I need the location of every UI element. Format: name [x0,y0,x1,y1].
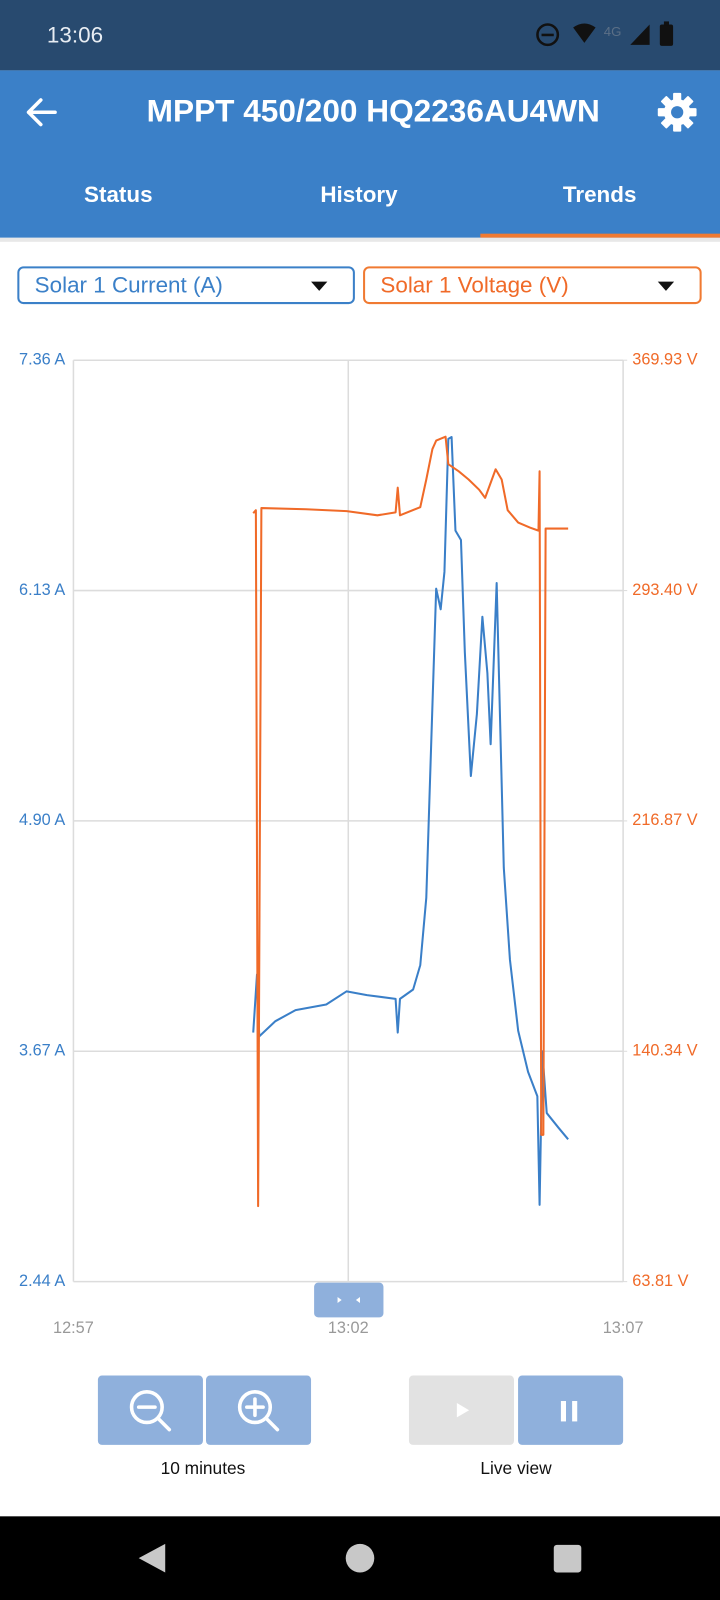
y-tick-label: 3.67 A [19,1042,65,1060]
y2-tick-label: 63.81 V [632,1272,688,1290]
chart: 2.44 A 3.67 A 4.90 A 6.13 A 7.36 A 63.81 V 140… [19,351,698,1337]
pause-button[interactable] [518,1375,624,1445]
zoom-out-button[interactable] [97,1375,203,1445]
back-button[interactable] [26,98,57,127]
y-tick-label: 6.13 A [19,581,65,599]
tab-indicator [480,233,720,238]
status-icons: 4G [536,21,674,47]
selector-label: Solar 1 Voltage (V) [380,273,568,298]
app-bar-shadow [0,237,720,242]
y-tick-label: 7.36 A [19,351,65,369]
zoom-label: 10 minutes [161,1458,246,1478]
voltage-selector[interactable]: Solar 1 Voltage (V) [363,266,702,305]
tab[interactable]: Status [84,182,153,207]
settings-button[interactable] [657,92,697,132]
y-tick-label: 2.44 A [19,1272,65,1290]
status-network: 4G [604,24,622,39]
app-title: MPPT 450/200 HQ2236AU4WN [147,93,600,129]
series-line [252,435,569,1208]
y2-tick-label: 140.34 V [632,1042,697,1060]
status-bar [0,0,720,71]
scroll-handle[interactable] [314,1282,384,1318]
play-button[interactable] [408,1375,514,1445]
status-time: 13:06 [47,23,103,48]
tab[interactable]: Trends [563,182,637,207]
x-tick-label: 12:57 [53,1319,94,1337]
app-bar [0,70,720,238]
current-selector[interactable]: Solar 1 Current (A) [17,266,355,305]
y-tick-label: 4.90 A [19,811,65,829]
tab[interactable]: History [320,182,398,207]
zoom-in-button[interactable] [206,1375,312,1445]
live-label: Live view [480,1458,552,1478]
y2-tick-label: 369.93 V [632,351,697,369]
nav-home[interactable] [345,1543,375,1573]
nav-back[interactable] [138,1543,166,1573]
y2-tick-label: 216.87 V [632,811,697,829]
nav-recents[interactable] [553,1544,582,1573]
x-tick-label: 13:02 [328,1319,369,1337]
selector-label: Solar 1 Current (A) [35,273,223,298]
x-tick-label: 13:07 [603,1319,644,1337]
series-line [252,436,569,1206]
y2-tick-label: 293.40 V [632,581,697,599]
